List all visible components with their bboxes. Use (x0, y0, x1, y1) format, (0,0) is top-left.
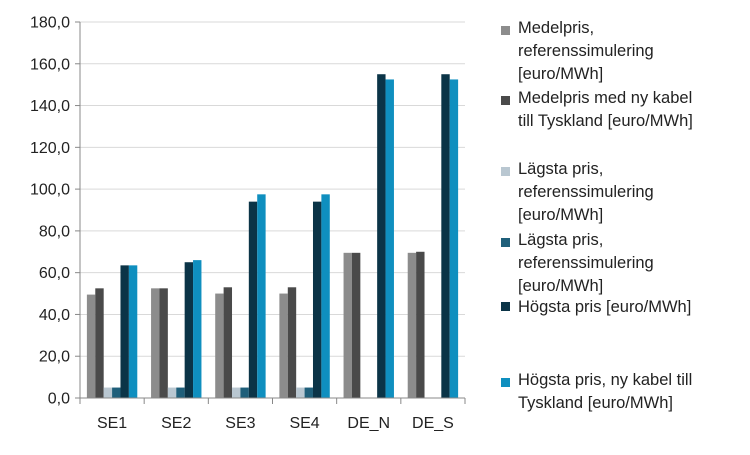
legend-label: referenssimulering (518, 254, 654, 272)
legend-swatch (501, 96, 510, 105)
bar (407, 252, 417, 398)
bar (312, 201, 322, 398)
bar (232, 387, 241, 398)
legend-label: Medelpris med ny kabel (518, 89, 692, 107)
bar (176, 387, 185, 398)
legend-swatch (501, 238, 510, 247)
bar (351, 252, 361, 398)
legend: Medelpris, referenssimulering [euro/MWh] Me… (501, 19, 693, 412)
legend-label: [euro/MWh] (518, 206, 603, 224)
y-tick-label: 40,0 (39, 307, 70, 324)
legend-label: referenssimulering (518, 42, 654, 60)
bars (86, 74, 459, 398)
legend-label: referenssimulering (518, 183, 654, 201)
y-axis-ticks: 0,0 20,0 40,0 60,0 80,0 100,0 120,0 140,0 160,0 1… (30, 15, 70, 408)
x-category-label: SE1 (97, 415, 127, 432)
legend-label: Lägsta pris, (518, 160, 603, 178)
bar (296, 387, 305, 398)
x-category-label: SE4 (289, 415, 319, 432)
bar (449, 79, 459, 398)
legend-swatch (501, 302, 510, 311)
bar (167, 387, 177, 398)
x-category-label: SE3 (225, 415, 255, 432)
legend-swatch (501, 378, 510, 387)
bar (112, 387, 121, 398)
bar (95, 288, 104, 398)
y-tick-label: 180,0 (30, 15, 70, 32)
bar (416, 251, 425, 398)
bar (128, 265, 138, 398)
y-tick-label: 60,0 (39, 265, 70, 282)
bar (385, 79, 394, 398)
bar (103, 387, 113, 398)
bar (151, 288, 160, 398)
bar (343, 252, 352, 398)
legend-label: till Tyskland [euro/MWh] (518, 112, 693, 130)
bar (287, 287, 297, 398)
y-tick-label: 0,0 (48, 391, 70, 408)
gridlines (80, 21, 465, 357)
legend-swatch (501, 167, 510, 176)
legend-label: Medelpris, (518, 19, 594, 37)
y-tick-label: 140,0 (30, 98, 70, 115)
legend-label: [euro/MWh] (518, 65, 603, 83)
y-tick-label: 20,0 (39, 349, 70, 366)
y-tick-label: 160,0 (30, 56, 70, 73)
legend-label: Tyskland [euro/MWh] (518, 394, 673, 412)
bar (86, 294, 96, 398)
x-category-label: DE_N (347, 415, 390, 432)
legend-label: [euro/MWh] (518, 277, 603, 295)
bar (279, 293, 288, 398)
bar (193, 260, 202, 398)
bar (184, 262, 194, 398)
bar (240, 387, 249, 398)
bar (248, 201, 258, 398)
y-tick-label: 120,0 (30, 140, 70, 157)
bar (215, 293, 224, 398)
bar (257, 194, 266, 398)
axes (75, 21, 466, 404)
x-category-label: DE_S (412, 415, 454, 432)
x-axis-labels: SE1 SE2 SE3 SE4 DE_N DE_S (97, 415, 454, 432)
legend-label: Högsta pris [euro/MWh] (518, 298, 691, 316)
bar (441, 74, 450, 398)
bar (304, 387, 313, 398)
bar (321, 194, 330, 398)
y-tick-label: 100,0 (30, 182, 70, 199)
bar (377, 74, 386, 398)
legend-label: Högsta pris, ny kabel till (518, 371, 692, 389)
x-category-label: SE2 (161, 415, 191, 432)
bar (120, 265, 129, 398)
bar (159, 288, 168, 398)
y-tick-label: 80,0 (39, 223, 70, 240)
legend-label: Lägsta pris, (518, 231, 603, 249)
legend-swatch (501, 26, 510, 35)
bar (223, 287, 233, 398)
